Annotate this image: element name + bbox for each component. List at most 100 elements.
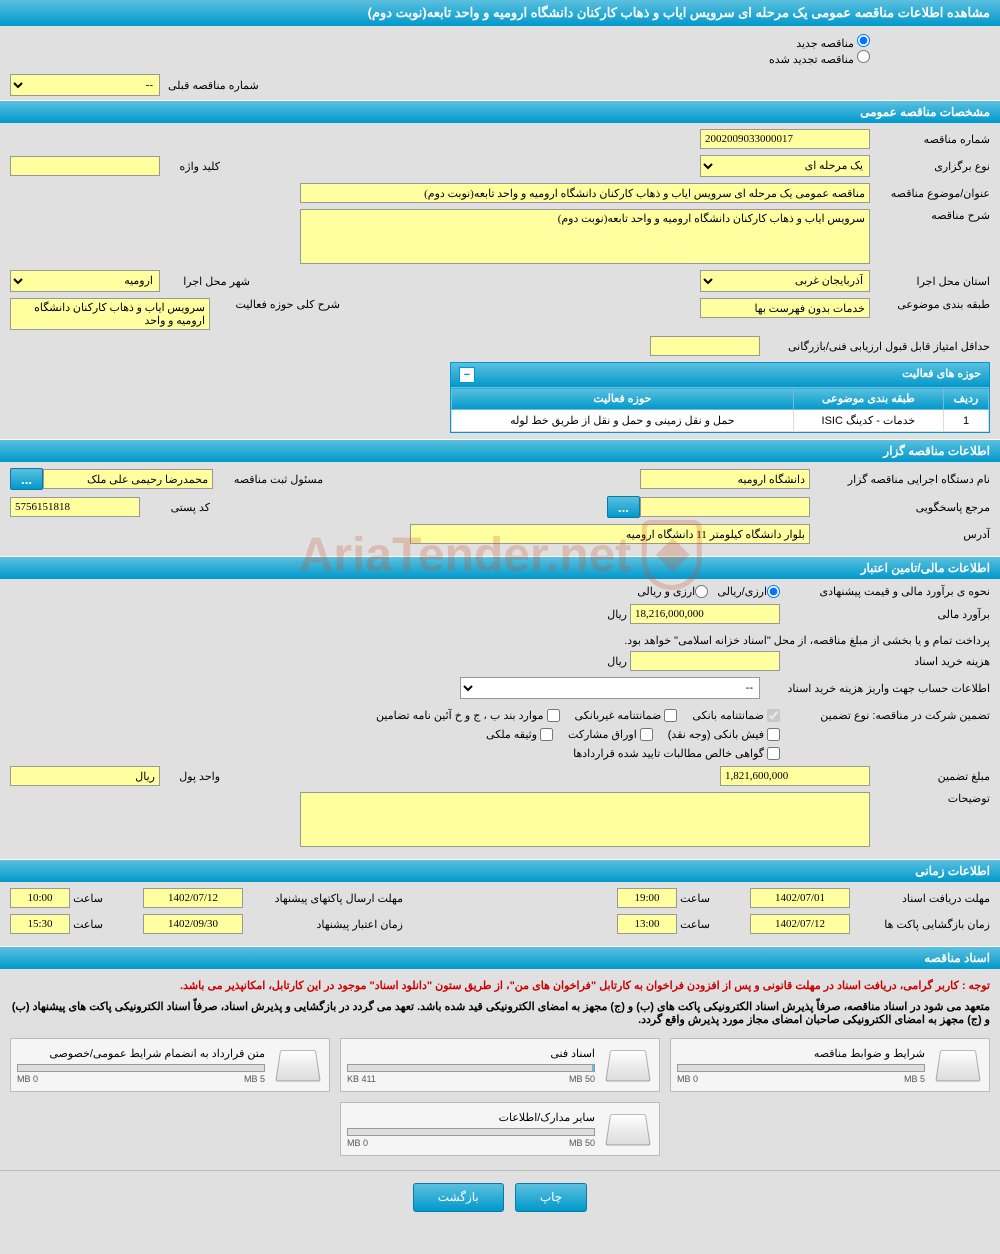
activity-table-title: حوزه های فعالیت	[902, 367, 981, 383]
progress-bar	[347, 1128, 595, 1136]
file-card[interactable]: متن قرارداد به انضمام شرایط عمومی/خصوصی …	[10, 1038, 330, 1092]
activity-table-wrap: حوزه های فعالیت − ردیف طبقه بندی موضوعی …	[450, 362, 990, 433]
address-input[interactable]	[410, 524, 810, 544]
registrar-input[interactable]	[43, 469, 213, 489]
agency-input[interactable]	[640, 469, 810, 489]
respondent-input[interactable]	[640, 497, 810, 517]
doc-cost-input[interactable]	[630, 651, 780, 671]
radio-rial-label: ارزی/ریالی	[717, 585, 767, 598]
category-label: طبقه بندی موضوعی	[870, 298, 990, 311]
chk-property[interactable]	[540, 728, 553, 741]
folder-icon	[603, 1045, 653, 1085]
notes-textarea[interactable]	[300, 792, 870, 847]
guarantee-amount-label: مبلغ تضمین	[870, 770, 990, 783]
send-time[interactable]	[10, 888, 70, 908]
doc-note-2: متعهد می شود در اسناد مناقصه، صرفاً پذیر…	[10, 996, 990, 1030]
desc-textarea[interactable]: سرویس ایاب و ذهاب کارکنان دانشگاه ارومیه…	[300, 209, 870, 264]
chk-cert[interactable]	[767, 747, 780, 760]
respondent-lookup-button[interactable]: ...	[607, 496, 640, 518]
progress-bar	[677, 1064, 925, 1072]
doc-cost-label: هزینه خرید اسناد	[780, 655, 990, 668]
section-organizer-header: اطلاعات مناقصه گزار	[0, 439, 1000, 462]
scope-textarea[interactable]: سرویس ایاب و ذهاب کارکنان دانشگاه ارومیه…	[10, 298, 210, 330]
file-card[interactable]: اسناد فنی 50 MB411 KB	[340, 1038, 660, 1092]
receive-date[interactable]	[750, 888, 850, 908]
chk-cash[interactable]	[767, 728, 780, 741]
unit-input[interactable]	[10, 766, 160, 786]
section-financial-body: نحوه ی برآورد مالی و قیمت پیشنهادی ارزی/…	[0, 579, 1000, 859]
section-organizer-body: نام دستگاه اجرایی مناقصه گزار مسئول ثبت …	[0, 462, 1000, 556]
registrar-label: مسئول ثبت مناقصه	[213, 473, 323, 486]
tender-no-label: شماره مناقصه	[870, 133, 990, 146]
radio-renewed[interactable]	[857, 50, 870, 63]
section-documents-header: اسناد مناقصه	[0, 946, 1000, 969]
hour-label-1: ساعت	[680, 892, 710, 905]
postal-input[interactable]	[10, 497, 140, 517]
hour-label-2: ساعت	[73, 892, 103, 905]
category-input[interactable]	[700, 298, 870, 318]
folder-icon	[603, 1109, 653, 1149]
min-score-input[interactable]	[650, 336, 760, 356]
file-used: 0 MB	[347, 1138, 368, 1148]
prev-number-label: شماره مناقصه قبلی	[168, 79, 259, 92]
prev-number-select[interactable]: --	[10, 74, 160, 96]
validity-time[interactable]	[10, 914, 70, 934]
page-title: مشاهده اطلاعات مناقصه عمومی یک مرحله ای …	[0, 0, 1000, 26]
province-select[interactable]: آذربایجان غربی	[700, 270, 870, 292]
section-timing-body: مهلت دریافت اسناد ساعت مهلت ارسال پاکتها…	[0, 882, 1000, 946]
province-label: استان محل اجرا	[870, 275, 990, 288]
radio-new[interactable]	[857, 34, 870, 47]
estimate-input[interactable]	[630, 604, 780, 624]
activity-table: ردیف طبقه بندی موضوعی حوزه فعالیت 1خدمات…	[451, 387, 989, 432]
scope-label: شرح کلی حوزه فعالیت	[210, 298, 340, 311]
back-button[interactable]: بازگشت	[413, 1183, 504, 1212]
tender-mode-radios: مناقصه جدید مناقصه تجدید شده	[0, 26, 1000, 70]
chk-bonds[interactable]	[640, 728, 653, 741]
validity-label: زمان اعتبار پیشنهاد	[243, 918, 403, 931]
table-row: 1خدمات - کدینگ ISICحمل و نقل زمینی و حمل…	[452, 410, 989, 432]
type-select[interactable]: یک مرحله ای	[700, 155, 870, 177]
receive-time[interactable]	[617, 888, 677, 908]
file-total: 5 MB	[244, 1074, 265, 1084]
estimate-currency: ریال	[607, 608, 627, 621]
min-score-label: حداقل امتیاز قابل قبول ارزیابی فنی/بازرگ…	[760, 340, 990, 353]
file-card[interactable]: شرایط و ضوابط مناقصه 5 MB0 MB	[670, 1038, 990, 1092]
estimate-label: برآورد مالی	[780, 608, 990, 621]
hour-label-3: ساعت	[680, 918, 710, 931]
file-card[interactable]: سایر مدارک/اطلاعات 50 MB 0 MB	[340, 1102, 660, 1156]
guarantee-amount-input[interactable]	[720, 766, 870, 786]
validity-date[interactable]	[143, 914, 243, 934]
send-date[interactable]	[143, 888, 243, 908]
file-title: سایر مدارک/اطلاعات	[347, 1111, 595, 1124]
open-date[interactable]	[750, 914, 850, 934]
th-category: طبقه بندی موضوعی	[793, 388, 943, 410]
open-time[interactable]	[617, 914, 677, 934]
chk-items[interactable]	[547, 709, 560, 722]
registrar-lookup-button[interactable]: ...	[10, 468, 43, 490]
file-used: 0 MB	[17, 1074, 38, 1084]
subject-input[interactable]	[300, 183, 870, 203]
file-total: 5 MB	[904, 1074, 925, 1084]
progress-bar	[17, 1064, 265, 1072]
tender-no-input[interactable]	[700, 129, 870, 149]
chk-bank	[767, 709, 780, 722]
progress-bar	[347, 1064, 595, 1072]
folder-icon	[273, 1045, 323, 1085]
radio-mixed[interactable]	[695, 585, 708, 598]
city-select[interactable]: ارومیه	[10, 270, 160, 292]
notes-label: توضیحات	[870, 792, 990, 805]
type-label: نوع برگزاری	[870, 160, 990, 173]
file-total: 50 MB	[569, 1138, 595, 1148]
account-select[interactable]: --	[460, 677, 760, 699]
send-label: مهلت ارسال پاکتهای پیشنهاد	[243, 892, 403, 905]
doc-cost-currency: ریال	[607, 655, 627, 668]
th-row: ردیف	[944, 388, 989, 410]
file-title: اسناد فنی	[347, 1047, 595, 1060]
chk-nonbank[interactable]	[664, 709, 677, 722]
radio-new-label: مناقصه جدید	[796, 38, 854, 50]
payment-note: پرداخت تمام و یا بخشی از مبلغ مناقصه، از…	[10, 630, 990, 651]
collapse-icon[interactable]: −	[459, 367, 475, 383]
print-button[interactable]: چاپ	[515, 1183, 587, 1212]
radio-rial[interactable]	[767, 585, 780, 598]
keyword-input[interactable]	[10, 156, 160, 176]
